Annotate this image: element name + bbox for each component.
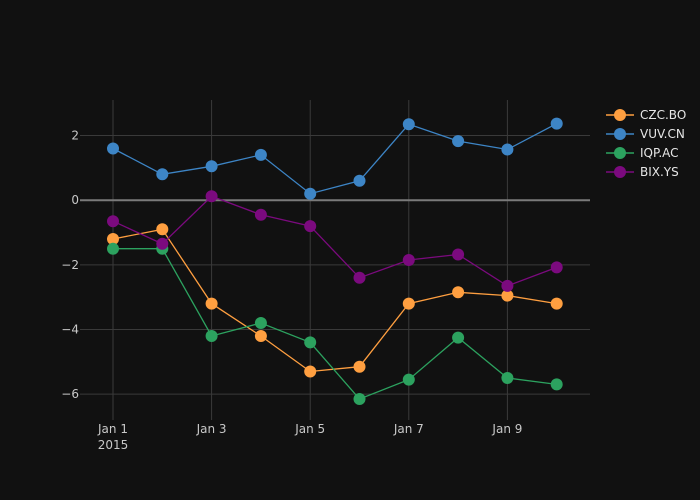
y-tick-label-0: 2: [71, 129, 79, 143]
y-gridlines: [80, 135, 590, 395]
legend-marker-swatch: [614, 166, 626, 178]
data-point-VUV.CN-8[interactable]: [501, 143, 514, 156]
data-point-IQP.AC-9[interactable]: [550, 378, 563, 391]
data-point-IQP.AC-3[interactable]: [254, 317, 267, 329]
legend-label: CZC.BO: [640, 108, 686, 122]
data-point-BIX.YS-3[interactable]: [254, 208, 267, 221]
data-point-VUV.CN-4[interactable]: [304, 187, 317, 200]
x-tick-label-4: Jan 9: [491, 422, 522, 436]
data-point-IQP.AC-2[interactable]: [205, 330, 218, 342]
legend-marker-swatch: [614, 128, 626, 140]
data-point-IQP.AC-6[interactable]: [402, 373, 415, 386]
data-point-BIX.YS-9[interactable]: [550, 261, 563, 274]
data-point-CZC.BO-5[interactable]: [353, 360, 366, 373]
data-point-CZC.BO-1[interactable]: [156, 223, 169, 236]
data-point-CZC.BO-8[interactable]: [501, 289, 514, 302]
x-tick-label-0: Jan 1: [97, 422, 128, 436]
legend-marker-swatch: [614, 147, 626, 159]
data-point-BIX.YS-4[interactable]: [304, 220, 317, 233]
y-tick-label-4: −6: [61, 387, 79, 401]
data-point-BIX.YS-6[interactable]: [402, 254, 415, 266]
legend-item-CZC.BO[interactable]: CZC.BO: [606, 108, 686, 122]
data-point-BIX.YS-0[interactable]: [107, 215, 119, 228]
data-point-CZC.BO-6[interactable]: [402, 297, 415, 310]
data-point-IQP.AC-4[interactable]: [304, 336, 317, 349]
data-point-VUV.CN-1[interactable]: [156, 168, 169, 181]
data-points: [107, 117, 563, 405]
legend-item-BIX.YS[interactable]: BIX.YS: [606, 165, 679, 179]
x-tick-sublabel-0: 2015: [98, 438, 129, 452]
legend-label: IQP.AC: [640, 146, 679, 160]
data-point-VUV.CN-6[interactable]: [402, 118, 415, 131]
data-point-CZC.BO-9[interactable]: [550, 297, 563, 310]
series-line-BIX.YS: [112, 195, 557, 287]
data-point-BIX.YS-5[interactable]: [353, 271, 366, 284]
data-point-BIX.YS-2[interactable]: [205, 190, 218, 203]
data-point-IQP.AC-8[interactable]: [501, 372, 514, 384]
data-point-IQP.AC-0[interactable]: [107, 242, 119, 255]
series-lines: [112, 123, 558, 400]
series-line-IQP.AC: [113, 248, 557, 400]
legend-item-IQP.AC[interactable]: IQP.AC: [606, 146, 679, 160]
legend-label: VUV.CN: [640, 127, 685, 141]
series-line-CZC.BO: [112, 228, 557, 373]
series-line-VUV.CN: [112, 123, 558, 195]
x-tick-label-1: Jan 3: [196, 422, 227, 436]
data-point-VUV.CN-0[interactable]: [107, 142, 119, 155]
legend-marker-swatch: [614, 109, 626, 121]
data-point-VUV.CN-9[interactable]: [550, 117, 563, 130]
data-point-BIX.YS-7[interactable]: [452, 248, 465, 261]
legend-item-VUV.CN[interactable]: VUV.CN: [606, 127, 685, 141]
data-point-CZC.BO-3[interactable]: [254, 330, 267, 342]
data-point-BIX.YS-1[interactable]: [156, 237, 169, 250]
data-point-CZC.BO-7[interactable]: [452, 286, 465, 299]
data-point-VUV.CN-2[interactable]: [205, 160, 218, 173]
y-tick-label-2: −2: [61, 258, 79, 272]
x-tick-label-2: Jan 5: [294, 422, 325, 436]
x-axis-tick-labels: Jan 1 2015 Jan 3 Jan 5 Jan 7 Jan 9: [97, 422, 522, 452]
data-point-VUV.CN-7[interactable]: [452, 135, 465, 148]
data-point-CZC.BO-0[interactable]: [107, 233, 119, 245]
data-point-CZC.BO-4[interactable]: [304, 365, 317, 378]
data-point-VUV.CN-3[interactable]: [254, 148, 267, 161]
y-tick-label-3: −4: [61, 322, 79, 336]
data-point-BIX.YS-8[interactable]: [501, 279, 514, 292]
legend: CZC.BO VUV.CN IQP.AC BIX.YS: [606, 108, 686, 179]
data-point-CZC.BO-2[interactable]: [205, 297, 218, 310]
data-point-IQP.AC-5[interactable]: [353, 393, 366, 405]
x-tick-label-3: Jan 7: [393, 422, 424, 436]
legend-label: BIX.YS: [640, 165, 679, 179]
y-tick-label-1: 0: [71, 193, 79, 207]
y-axis-tick-labels: 2 0 −2 −4 −6: [61, 129, 79, 402]
data-point-IQP.AC-7[interactable]: [452, 331, 465, 344]
data-point-VUV.CN-5[interactable]: [353, 174, 366, 187]
